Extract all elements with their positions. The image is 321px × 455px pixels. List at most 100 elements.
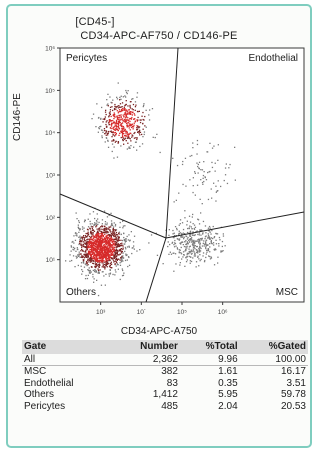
event-dot [76,256,78,258]
event-dot [188,246,191,248]
event-dot [115,261,117,263]
event-dot [112,131,114,133]
event-dot [132,241,135,243]
event-dot [129,124,131,126]
event-dot [194,248,196,250]
column-header: Number [110,340,180,354]
event-dot [113,261,115,263]
event-dot [83,235,85,237]
event-dot [125,240,127,242]
event-dot [99,242,101,244]
event-dot [108,258,111,261]
event-dot [127,134,129,136]
event-dot [120,118,122,120]
event-dot [105,243,107,245]
event-dot [217,262,219,264]
event-dot [179,242,182,244]
event-dot [100,256,102,258]
event-dot [86,264,88,267]
event-dot [124,239,126,242]
event-dot [110,130,112,132]
event-dot [111,231,113,233]
event-dot [189,221,192,223]
event-dot [101,252,103,254]
event-dot [103,256,105,259]
event-dot [98,232,100,235]
event-dot [119,122,121,124]
table-cell: 1.61 [218,366,238,378]
event-dot [83,239,86,241]
event-dot [203,261,206,263]
event-dot [111,253,113,255]
event-dot [181,241,183,243]
event-dot [207,249,210,252]
event-dot [202,242,205,245]
event-dot [78,231,80,233]
x-tick-label: 10³ [96,309,106,316]
column-header: %Total [179,340,240,354]
event-dot [109,255,111,258]
event-dot [207,230,210,232]
event-dot [197,251,199,253]
event-dot [112,99,114,101]
event-dot [200,179,202,181]
event-dot [90,259,92,261]
event-dot [199,247,201,249]
event-dot [202,174,205,177]
event-dot [115,271,117,273]
event-dot [193,251,195,253]
event-dot [181,222,184,224]
event-dot [107,250,109,252]
event-dot [106,104,108,106]
event-dot [107,244,109,246]
event-dot [186,252,189,254]
event-dot [88,259,90,261]
event-dot [93,223,95,226]
event-dot [116,122,118,124]
event-dot [136,149,138,151]
quadrant-label-others: Others [66,287,96,298]
event-dot [133,124,135,126]
event-dot [213,182,215,184]
event-dot [194,255,197,257]
event-dot [136,138,138,141]
event-dot [131,98,133,100]
event-dot [175,245,177,247]
event-dot [129,123,131,125]
event-dot [105,134,107,136]
event-dot [97,259,99,262]
event-dot [209,258,212,260]
event-dot [188,255,190,258]
event-dot [119,103,122,105]
event-dot [215,243,218,245]
event-dot [118,233,120,235]
event-dot [125,116,128,118]
event-dot [112,119,114,122]
event-dot [107,247,109,249]
event-dot [107,146,110,148]
event-dot [93,247,95,249]
event-dot [84,278,87,280]
event-dot [101,225,103,227]
event-dot [109,272,112,274]
event-dot [159,151,161,154]
event-dot [79,238,81,241]
event-dot [110,246,112,248]
event-dot [198,240,200,242]
event-dot [115,253,117,255]
event-dot [85,247,88,249]
event-dot [119,245,121,247]
event-dot [195,261,198,263]
event-dot [113,250,116,252]
event-dot [107,132,109,134]
event-dot [95,249,97,251]
event-dot [89,272,91,274]
event-dot [123,116,125,118]
event-dot [212,225,214,228]
event-dot [91,258,93,260]
event-dot [72,255,75,257]
event-dot [117,112,119,114]
event-dot [121,122,124,124]
event-dot [189,179,191,181]
event-dot [117,250,119,252]
